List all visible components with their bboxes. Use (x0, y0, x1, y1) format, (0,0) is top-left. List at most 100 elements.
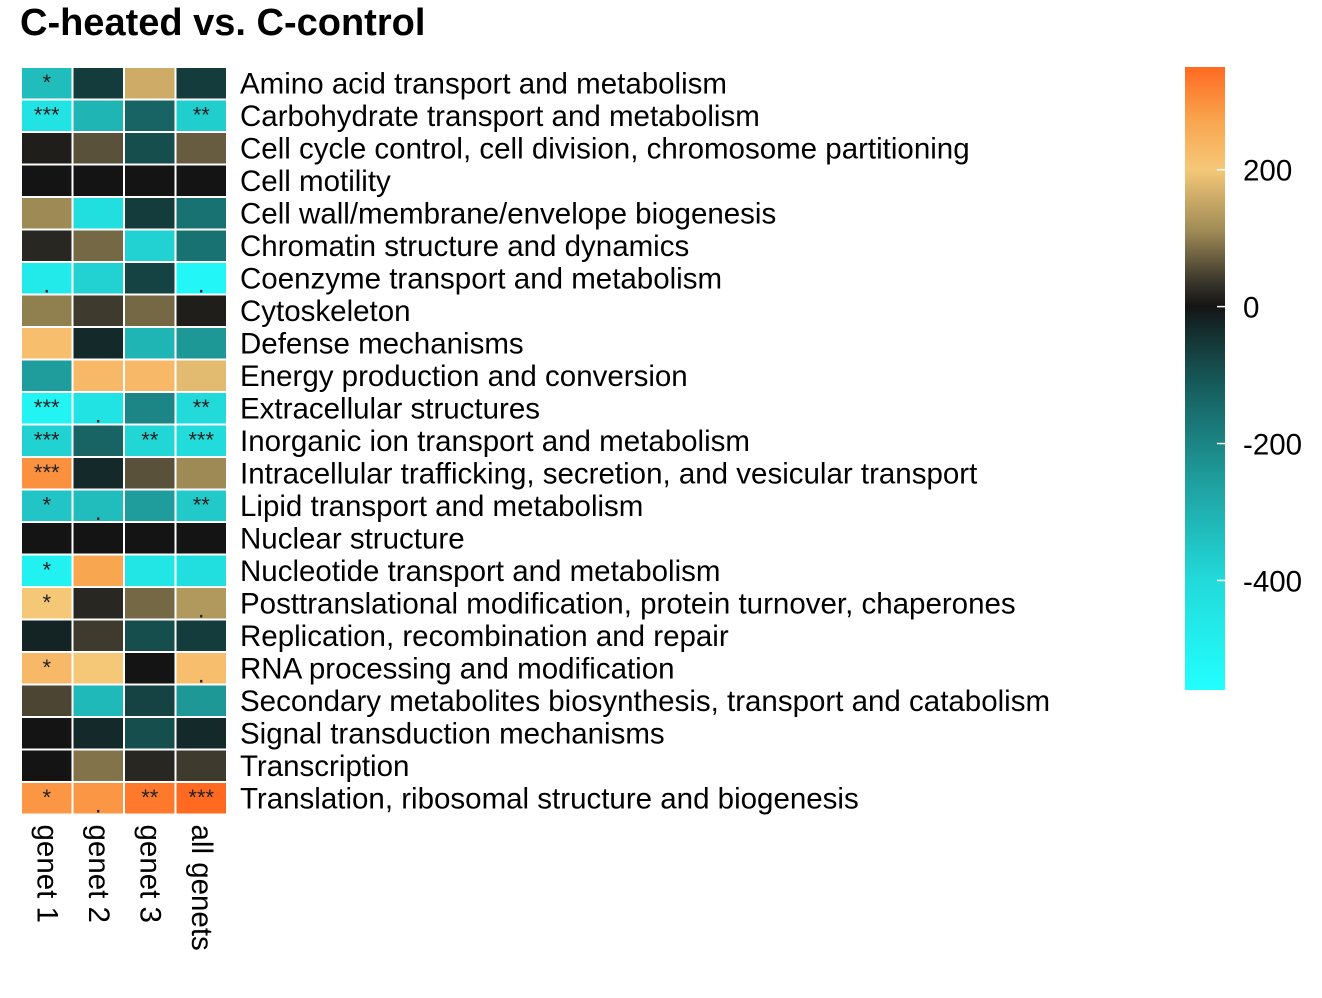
heatmap-cell (125, 100, 175, 131)
heatmap-cell (125, 783, 175, 814)
heatmap-cell (22, 393, 72, 424)
column-labels: genet 1 genet 2 genet 3 all genets (30, 825, 218, 951)
significance-mark: ** (141, 428, 159, 453)
row-label: Inorganic ion transport and metabolism (240, 425, 750, 458)
heatmap-cell (22, 653, 72, 684)
colorbar-tick-label: 0 (1243, 292, 1259, 325)
heatmap-cell (125, 620, 175, 651)
row-label: Intracellular trafficking, secretion, an… (240, 457, 977, 490)
significance-mark: *** (188, 428, 214, 453)
significance-mark: *** (34, 428, 60, 453)
heatmap-cell (73, 653, 123, 684)
row-label: Coenzyme transport and metabolism (240, 262, 722, 295)
heatmap-cell (125, 165, 175, 196)
heatmap-cell (22, 523, 72, 554)
heatmap-cell (22, 68, 72, 99)
heatmap-cell (176, 620, 226, 651)
row-label: Nucleotide transport and metabolism (240, 555, 720, 588)
significance-mark: * (42, 558, 51, 583)
heatmap-cell (125, 523, 175, 554)
row-label: Energy production and conversion (240, 360, 688, 393)
heatmap-cell (176, 425, 226, 456)
heatmap-cell (176, 393, 226, 424)
chart-title: C-heated vs. C-control (20, 2, 426, 44)
heatmap-cell (22, 718, 72, 749)
significance-marks: **** **. .***. ***** ** *******. **** .* .*. ** **… (34, 70, 215, 819)
row-label: Cell motility (240, 165, 391, 198)
heatmap-cell (125, 198, 175, 229)
heatmap-cell (22, 165, 72, 196)
heatmap-cell (22, 425, 72, 456)
heatmap-cell (73, 490, 123, 521)
heatmap-cell (22, 328, 72, 359)
significance-mark: * (42, 590, 51, 615)
heatmap-cell (73, 295, 123, 326)
heatmap-cell (125, 490, 175, 521)
significance-mark: * (42, 493, 51, 518)
significance-mark: * (42, 70, 51, 95)
row-label: Carbohydrate transport and metabolism (240, 100, 760, 133)
row-label: Posttranslational modification, protein … (240, 587, 1016, 620)
column-label: genet 1 (30, 825, 63, 923)
row-label: Extracellular structures (240, 392, 540, 425)
heatmap-cells (22, 68, 226, 814)
heatmap-cell (73, 230, 123, 261)
heatmap-cell (73, 458, 123, 489)
row-label: Signal transduction mechanisms (240, 717, 665, 750)
heatmap-cell (176, 198, 226, 229)
heatmap-cell (176, 490, 226, 521)
significance-mark: . (198, 597, 205, 624)
heatmap-cell (22, 198, 72, 229)
heatmap-cell (22, 685, 72, 716)
heatmap-cell (22, 230, 72, 261)
significance-mark: * (42, 785, 51, 810)
heatmap-cell (22, 133, 72, 164)
row-labels: Amino acid transport and metabolismCarbo… (240, 67, 1050, 815)
row-label: Transcription (240, 750, 409, 783)
heatmap-cell (22, 295, 72, 326)
heatmap-cell (73, 263, 123, 294)
heatmap-cell (73, 588, 123, 619)
heatmap-cell (125, 588, 175, 619)
row-label: Lipid transport and metabolism (240, 490, 643, 523)
heatmap-cell (176, 523, 226, 554)
significance-mark: *** (34, 460, 60, 485)
heatmap-cell (125, 685, 175, 716)
heatmap-cell (73, 750, 123, 781)
heatmap-cell (125, 328, 175, 359)
significance-mark: . (95, 499, 102, 526)
heatmap-cell (22, 555, 72, 586)
heatmap-cell (22, 750, 72, 781)
heatmap-cell (73, 133, 123, 164)
heatmap-cell (73, 360, 123, 391)
heatmap-cell (176, 360, 226, 391)
heatmap-cell (73, 783, 123, 814)
heatmap-cell (176, 718, 226, 749)
heatmap-cell (176, 653, 226, 684)
heatmap-cell (125, 133, 175, 164)
heatmap-cell (176, 328, 226, 359)
heatmap-cell (73, 165, 123, 196)
heatmap-cell (73, 68, 123, 99)
colorbar-legend: 200 0 -200 -400 (1185, 67, 1302, 690)
row-label: Replication, recombination and repair (240, 620, 729, 653)
significance-mark: ** (193, 103, 211, 128)
heatmap-cell (22, 458, 72, 489)
heatmap-cell (22, 100, 72, 131)
heatmap-cell (176, 68, 226, 99)
heatmap-cell (73, 393, 123, 424)
heatmap-cell (176, 685, 226, 716)
heatmap-cell (73, 523, 123, 554)
heatmap-cell (176, 458, 226, 489)
row-label: Chromatin structure and dynamics (240, 230, 689, 263)
heatmap-cell (176, 165, 226, 196)
significance-mark: ** (141, 785, 159, 810)
heatmap-cell (22, 360, 72, 391)
row-label: Cytoskeleton (240, 295, 411, 328)
heatmap-cell (22, 620, 72, 651)
heatmap-cell (125, 68, 175, 99)
heatmap-cell (22, 588, 72, 619)
heatmap-cell (73, 555, 123, 586)
significance-mark: ** (193, 395, 211, 420)
